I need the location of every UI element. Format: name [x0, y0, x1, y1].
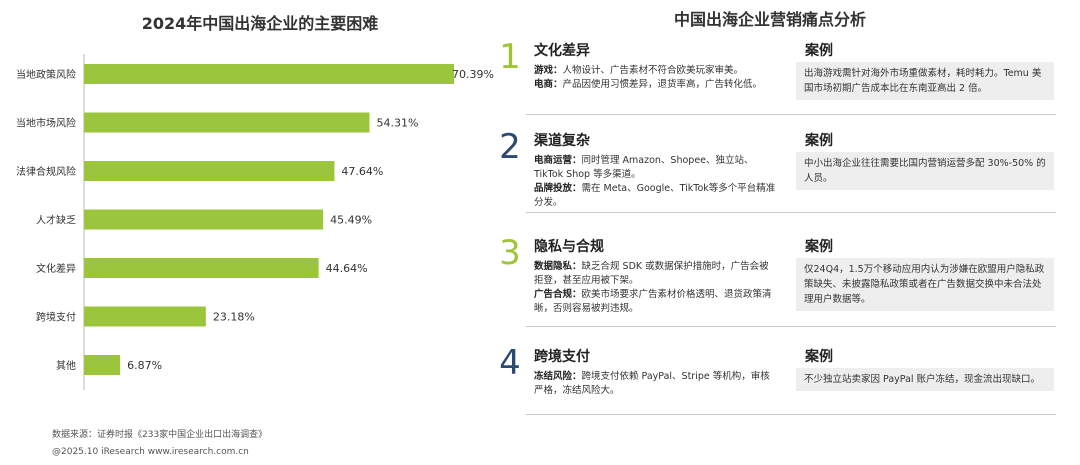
description-line: 电商运营：同时管理 Amazon、Shopee、独立站、TikTok Shop …: [534, 154, 776, 182]
section-divider: [526, 326, 1056, 327]
case-text: 中小出海企业往往需要比国内营销运营多配 30%-50% 的人员。: [796, 152, 1054, 190]
item-number: 2: [499, 127, 521, 167]
item-heading: 隐私与合规: [534, 239, 604, 255]
value-label: 6.87%: [127, 359, 162, 372]
description-key: 数据隐私：: [534, 261, 582, 272]
bar: [84, 112, 370, 133]
section-divider: [526, 414, 1056, 415]
value-label: 45.49%: [330, 214, 372, 227]
case-heading: 案例: [805, 349, 833, 365]
item-heading: 跨境支付: [534, 349, 590, 365]
item-description: 数据隐私：缺乏合规 SDK 或数据保护措施时，广告会被拒登，甚至应用被下架。 广告…: [534, 260, 776, 316]
bar-chart: 当地政策风险 70.39% 当地市场风险 54.31% 法律合规风险 47.64% 人才缺乏…: [16, 54, 494, 390]
value-label: 44.64%: [326, 262, 368, 275]
case-text: 出海游戏需针对海外市场重做素材，耗时耗力。Temu 美国市场初期广告成本比在东南…: [796, 62, 1054, 100]
description-line: 游戏：人物设计、广告素材不符合欧美玩家审美。: [534, 64, 776, 78]
description-line: 冻结风险：跨境支付依赖 PayPal、Stripe 等机构，审核严格，冻结风险大…: [534, 370, 776, 398]
description-text: 产品因使用习惯差异，退货率高，广告转化低。: [562, 79, 763, 90]
item-number: 3: [499, 233, 521, 273]
case-text: 不少独立站卖家因 PayPal 账户冻结，现金流出现缺口。: [796, 368, 1054, 391]
section-divider: [526, 114, 1056, 115]
case-text: 仅24Q4，1.5万个移动应用内认为涉嫌在欧盟用户隐私政策缺失、未披露隐私政策或…: [796, 258, 1054, 311]
item-description: 冻结风险：跨境支付依赖 PayPal、Stripe 等机构，审核严格，冻结风险大…: [534, 370, 776, 398]
item-heading: 渠道复杂: [534, 133, 590, 149]
value-label: 70.39%: [452, 68, 494, 81]
description-text: 缺乏合规 SDK 或数据保护措施时，广告会被拒登，甚至应用被下架。: [534, 261, 769, 286]
value-label: 54.31%: [376, 117, 418, 130]
category-label: 文化差异: [36, 262, 76, 275]
description-key: 广告合规：: [534, 289, 582, 300]
data-source-note: 数据来源：证券时报《233家中国企业出口出海调查》: [52, 430, 268, 440]
bar: [84, 161, 335, 181]
pain-points-title: 中国出海企业营销痛点分析: [673, 10, 866, 29]
description-text: 需在 Meta、Google、TikTok等多个平台精准分发。: [534, 183, 776, 208]
item-number: 1: [499, 37, 521, 77]
bar: [84, 209, 324, 230]
category-label: 人才缺乏: [36, 214, 76, 227]
chart-title: 2024年中国出海企业的主要困难: [141, 14, 379, 33]
description-text: 跨境支付依赖 PayPal、Stripe 等机构，审核严格，冻结风险大。: [534, 371, 770, 396]
item-description: 游戏：人物设计、广告素材不符合欧美玩家审美。 电商：产品因使用习惯差异，退货率高，…: [534, 64, 776, 92]
description-key: 冻结风险：: [534, 371, 582, 382]
description-line: 电商：产品因使用习惯差异，退货率高，广告转化低。: [534, 78, 776, 92]
description-text: 人物设计、广告素材不符合欧美玩家审美。: [562, 65, 744, 76]
category-label: 其他: [56, 359, 76, 372]
item-description: 电商运营：同时管理 Amazon、Shopee、独立站、TikTok Shop …: [534, 154, 776, 210]
case-heading: 案例: [805, 133, 833, 149]
description-key: 电商运营：: [534, 155, 582, 166]
value-label: 47.64%: [341, 165, 383, 178]
bar: [84, 306, 206, 327]
description-line: 广告合规：欧美市场要求广告素材价格透明、退货政策清晰，否则容易被判违规。: [534, 288, 776, 316]
description-line: 数据隐私：缺乏合规 SDK 或数据保护措施时，广告会被拒登，甚至应用被下架。: [534, 260, 776, 288]
bar: [84, 64, 454, 84]
category-label: 当地政策风险: [16, 68, 76, 81]
bar: [84, 258, 319, 278]
item-heading: 文化差异: [534, 43, 590, 59]
item-number: 4: [499, 343, 521, 383]
description-text: 欧美市场要求广告素材价格透明、退货政策清晰，否则容易被判违规。: [534, 289, 772, 314]
description-key: 游戏：: [534, 65, 563, 76]
bar: [84, 355, 121, 375]
description-key: 电商：: [534, 79, 563, 90]
case-heading: 案例: [805, 239, 833, 255]
description-key: 品牌投放：: [534, 183, 582, 194]
category-label: 跨境支付: [36, 311, 76, 324]
category-label: 法律合规风险: [16, 165, 76, 178]
category-label: 当地市场风险: [16, 117, 76, 130]
description-text: 同时管理 Amazon、Shopee、独立站、TikTok Shop 等多渠道。: [534, 155, 754, 180]
description-line: 品牌投放：需在 Meta、Google、TikTok等多个平台精准分发。: [534, 182, 776, 210]
value-label: 23.18%: [213, 311, 255, 324]
copyright-note: @2025.10 iResearch www.iresearch.com.cn: [52, 447, 249, 457]
section-divider: [526, 212, 1056, 213]
case-heading: 案例: [805, 43, 833, 59]
